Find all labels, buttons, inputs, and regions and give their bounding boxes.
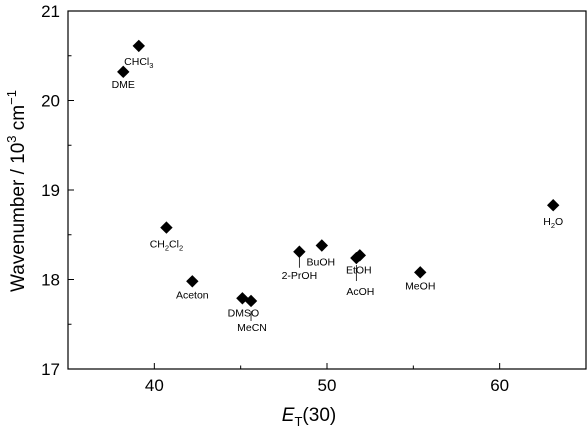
- x-tick-label: 50: [318, 376, 337, 395]
- point-label: MeOH: [405, 280, 435, 292]
- y-tick-label: 20: [41, 92, 60, 111]
- data-point: [132, 39, 145, 53]
- data-point: [350, 251, 363, 265]
- point-label: DME: [112, 79, 135, 91]
- data-points: [117, 39, 560, 308]
- y-tick-label: 17: [41, 360, 60, 379]
- x-tick-label: 60: [490, 376, 509, 395]
- point-label: Aceton: [176, 289, 209, 301]
- point-label: DMSO: [228, 307, 260, 319]
- y-tick-label: 18: [41, 271, 60, 290]
- point-label: CH2Cl2: [150, 239, 183, 253]
- data-point: [293, 245, 306, 258]
- data-point: [160, 221, 173, 234]
- data-point: [244, 294, 258, 308]
- y-tick-label: 19: [41, 181, 60, 200]
- y-axis-title: Wavenumber / 103 cm−1: [4, 90, 29, 292]
- point-label: EtOH: [346, 264, 372, 276]
- point-labels: CHCl3 DME CH2Cl2 Aceton DMSO MeCN 2-PrOH BuOH Et…: [112, 56, 564, 334]
- axes: 40 50 60 17 18 19 20 21: [41, 2, 587, 395]
- point-label: 2-PrOH: [282, 270, 318, 282]
- point-label: AcOH: [346, 286, 374, 298]
- data-point: [186, 275, 199, 288]
- point-label: BuOH: [307, 256, 336, 268]
- point-label: CHCl3: [124, 56, 153, 70]
- data-point: [546, 199, 560, 212]
- point-label: MeCN: [237, 322, 267, 334]
- data-point: [315, 239, 329, 252]
- data-point: [117, 65, 130, 79]
- x-axis-title: ET(30): [282, 405, 336, 429]
- data-point: [414, 266, 427, 279]
- x-tick-label: 40: [145, 376, 164, 395]
- y-tick-label: 21: [41, 2, 60, 21]
- point-label: H2O: [543, 216, 563, 230]
